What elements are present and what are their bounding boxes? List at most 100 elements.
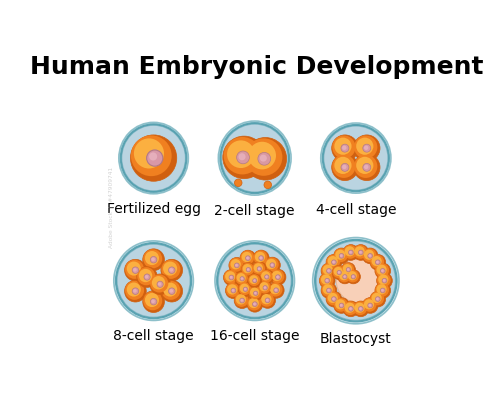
Circle shape: [143, 291, 163, 310]
Circle shape: [142, 249, 165, 271]
Circle shape: [229, 258, 243, 272]
Ellipse shape: [324, 126, 388, 190]
Circle shape: [247, 296, 263, 312]
Circle shape: [380, 288, 385, 293]
Circle shape: [344, 302, 355, 313]
Circle shape: [224, 269, 240, 285]
Circle shape: [376, 297, 380, 301]
Circle shape: [332, 154, 358, 181]
Circle shape: [254, 291, 258, 295]
Circle shape: [383, 279, 386, 282]
Circle shape: [234, 293, 250, 308]
Circle shape: [372, 293, 382, 303]
Circle shape: [354, 135, 378, 159]
Circle shape: [359, 307, 362, 310]
Circle shape: [247, 268, 249, 271]
Circle shape: [332, 135, 358, 162]
Circle shape: [332, 265, 346, 279]
Circle shape: [235, 264, 238, 267]
Circle shape: [382, 278, 387, 283]
Circle shape: [234, 293, 248, 307]
Circle shape: [338, 270, 350, 283]
Circle shape: [342, 264, 352, 273]
Circle shape: [356, 157, 374, 174]
Ellipse shape: [321, 123, 391, 193]
Circle shape: [332, 266, 345, 278]
Circle shape: [325, 278, 330, 283]
Circle shape: [254, 250, 268, 264]
Circle shape: [126, 283, 141, 297]
Circle shape: [149, 152, 157, 160]
Circle shape: [344, 246, 355, 256]
Circle shape: [264, 287, 266, 289]
Circle shape: [326, 291, 342, 307]
Circle shape: [229, 258, 245, 273]
Circle shape: [332, 260, 336, 265]
Circle shape: [321, 274, 331, 285]
Circle shape: [254, 263, 263, 273]
Circle shape: [247, 297, 262, 310]
Circle shape: [263, 286, 268, 290]
Circle shape: [150, 256, 157, 263]
Circle shape: [254, 279, 256, 281]
Circle shape: [378, 274, 388, 285]
Circle shape: [260, 282, 269, 291]
Circle shape: [133, 289, 136, 293]
Circle shape: [334, 248, 348, 262]
Circle shape: [249, 287, 262, 299]
Circle shape: [336, 259, 380, 302]
Circle shape: [227, 140, 254, 168]
Circle shape: [143, 249, 163, 268]
Circle shape: [339, 271, 348, 280]
Circle shape: [152, 300, 155, 303]
Circle shape: [258, 152, 270, 165]
Circle shape: [132, 288, 138, 295]
Ellipse shape: [222, 124, 288, 192]
Circle shape: [375, 283, 389, 297]
Circle shape: [276, 275, 280, 279]
Circle shape: [375, 263, 390, 279]
Circle shape: [368, 303, 372, 308]
Ellipse shape: [122, 125, 186, 191]
Circle shape: [240, 250, 254, 265]
Circle shape: [260, 270, 274, 284]
Circle shape: [381, 289, 384, 291]
Circle shape: [358, 306, 363, 311]
Circle shape: [322, 265, 333, 275]
Circle shape: [274, 289, 277, 291]
Circle shape: [326, 292, 340, 305]
Circle shape: [342, 263, 354, 275]
Circle shape: [270, 269, 284, 283]
Circle shape: [321, 263, 337, 279]
Circle shape: [168, 267, 175, 273]
Circle shape: [349, 307, 352, 310]
Circle shape: [238, 282, 252, 297]
Circle shape: [376, 273, 392, 289]
Circle shape: [131, 135, 172, 176]
Circle shape: [276, 275, 279, 278]
Circle shape: [354, 135, 380, 162]
Circle shape: [328, 256, 338, 266]
Circle shape: [343, 245, 358, 260]
Circle shape: [170, 268, 173, 272]
Circle shape: [252, 279, 256, 283]
Circle shape: [150, 274, 171, 295]
Circle shape: [261, 294, 272, 304]
Text: Human Embryonic Development: Human Embryonic Development: [30, 55, 483, 80]
Circle shape: [224, 270, 238, 284]
Circle shape: [264, 181, 272, 189]
Circle shape: [346, 270, 360, 284]
Circle shape: [126, 261, 141, 275]
Circle shape: [253, 250, 269, 266]
Circle shape: [326, 254, 342, 270]
Circle shape: [336, 250, 345, 260]
Circle shape: [255, 252, 265, 262]
Circle shape: [170, 289, 173, 293]
Circle shape: [322, 283, 335, 297]
Circle shape: [340, 304, 342, 306]
Circle shape: [332, 261, 335, 263]
Circle shape: [348, 271, 357, 280]
Circle shape: [162, 281, 180, 300]
Circle shape: [163, 261, 177, 275]
Circle shape: [375, 263, 389, 277]
